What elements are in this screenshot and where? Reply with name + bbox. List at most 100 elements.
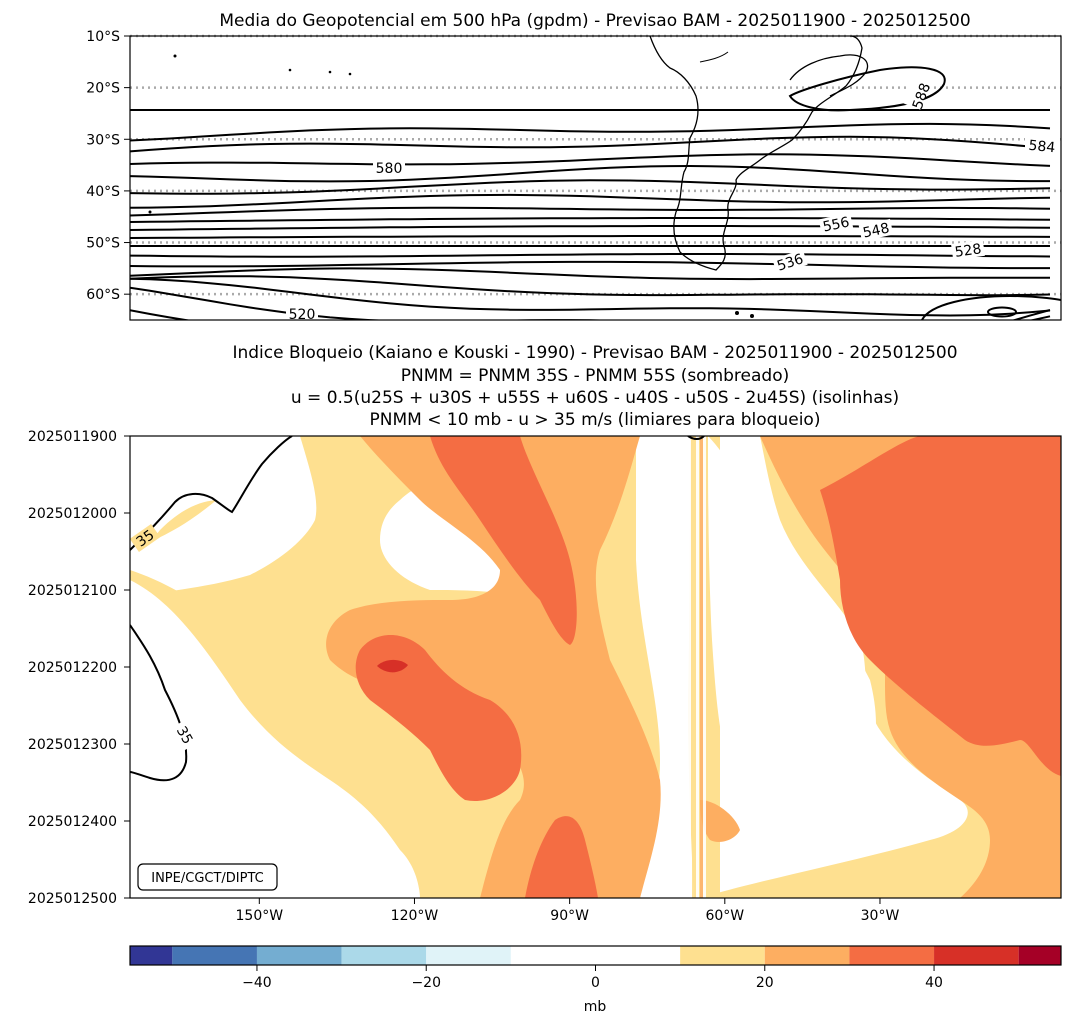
shade-30-40	[355, 635, 522, 801]
hovmoller-title-line: u = 0.5(u25S + u30S + u55S + u60S - u40S…	[291, 388, 899, 408]
geopotential-contours	[130, 109, 1051, 320]
striation	[696, 436, 699, 898]
hovmoller-title: Indice Bloqueio (Kaiano e Kouski - 1990)…	[232, 343, 957, 430]
geopotential-contour	[130, 275, 1051, 297]
hovmoller-y-tick-label: 2025012100	[28, 583, 117, 599]
map-y-tick-label: 40°S	[86, 184, 120, 200]
map-frame	[129, 35, 1062, 321]
island	[173, 54, 177, 58]
striation-band	[688, 436, 706, 898]
colorbar-segment	[1018, 946, 1061, 965]
hovmoller-y-tick-label: 2025012400	[28, 814, 117, 830]
shade-20-30	[326, 436, 661, 898]
hovmoller-y-tick-label: 2025012500	[28, 891, 117, 907]
credit-box	[137, 863, 278, 891]
island	[735, 311, 739, 315]
hovmoller-x-axis: 150°W 120°W 90°W 60°W 30°W	[236, 898, 900, 924]
hovmoller-x-tick-label: 30°W	[861, 908, 900, 924]
colorbar-segment	[172, 946, 257, 965]
hovmoller-y-tick-label: 2025012000	[28, 506, 117, 522]
geopotential-contour	[130, 206, 1051, 217]
map-y-tick-label: 60°S	[86, 287, 120, 303]
contour-label: 520	[289, 307, 316, 323]
map-y-axis: 10°S 20°S 30°S 40°S 50°S 60°S	[86, 29, 130, 303]
hovmoller-title-line: PNMM < 10 mb - u > 35 m/s (limiares para…	[370, 410, 821, 430]
hovmoller-x-tick-label: 120°W	[391, 908, 439, 924]
contour-low-2	[987, 306, 1017, 318]
white-area	[130, 580, 420, 898]
river-line	[699, 51, 729, 63]
isoline-35-top	[687, 436, 705, 440]
island	[288, 68, 292, 72]
striation	[688, 436, 691, 898]
map-y-tick-label: 50°S	[86, 236, 120, 252]
geopotential-contour	[130, 260, 1050, 270]
colorbar-tick-label: 20	[756, 975, 774, 991]
white-area	[708, 436, 876, 798]
hovmoller-y-tick-label: 2025012300	[28, 737, 117, 753]
map-title: Media do Geopotencial em 500 hPa (gpdm) …	[219, 11, 970, 31]
geopotential-contour	[130, 217, 1051, 223]
shade-30-40	[430, 436, 577, 645]
colorbar-label: mb	[584, 999, 607, 1015]
geopotential-contour	[130, 153, 1051, 167]
south-america-coastline	[649, 36, 863, 271]
island	[348, 72, 352, 76]
shade-20-30	[700, 800, 740, 842]
white-area	[130, 436, 290, 565]
colorbar-segment	[426, 946, 511, 965]
geopotential-contour	[130, 235, 1051, 239]
colorbar-tick-label: −20	[411, 975, 441, 991]
colorbar-segment	[510, 946, 681, 965]
hovmoller-y-tick-label: 2025012200	[28, 660, 117, 676]
striation	[703, 436, 706, 898]
colorbar-segment	[764, 946, 850, 965]
isoline-35	[130, 436, 293, 551]
hovmoller-y-tick-label: 2025011900	[28, 429, 117, 445]
hovmoller-y-axis: 2025011900 2025012000 2025012100 2025012200…	[28, 429, 130, 907]
isoline-35	[130, 624, 188, 782]
geopotential-contour	[130, 286, 1051, 320]
colorbar-segment	[934, 946, 1019, 965]
contour-low-1	[921, 294, 1061, 320]
map-y-tick-label: 30°S	[86, 132, 120, 148]
contour-label: 536	[775, 251, 805, 275]
hovmoller-x-tick-label: 150°W	[236, 908, 284, 924]
geopotential-contour	[130, 225, 1051, 231]
colorbar-segment	[849, 946, 935, 965]
striation	[700, 436, 703, 898]
isoline-label: 35	[173, 724, 196, 747]
colorbar-tick-label: 0	[591, 975, 600, 991]
hovmoller-x-tick-label: 90°W	[550, 908, 589, 924]
map-y-tick-label: 10°S	[86, 29, 120, 45]
contour-label: 584	[1028, 138, 1056, 157]
colorbar-segment	[680, 946, 765, 965]
map-plot-area	[130, 36, 1061, 320]
hovmoller-plot-area	[130, 436, 1061, 898]
contour-label: 556	[821, 214, 851, 235]
brazil-bulge	[789, 54, 869, 97]
geopotential-contour	[130, 253, 1051, 258]
contour-closed-588	[788, 66, 946, 112]
geopotential-contour	[130, 267, 1050, 281]
shade-30-40	[820, 436, 1061, 776]
colorbar-segment	[341, 946, 427, 965]
geopotential-contour	[130, 122, 1051, 142]
shade-30-40	[525, 816, 598, 898]
island	[148, 210, 152, 214]
hovmoller-title-line: Indice Bloqueio (Kaiano e Kouski - 1990)…	[232, 343, 957, 363]
island	[328, 70, 332, 74]
striation	[692, 436, 695, 898]
hovmoller-x-tick-label: 60°W	[705, 908, 744, 924]
geopotential-contour	[130, 179, 1051, 195]
contour-label: 548	[861, 220, 890, 241]
shade-40-50	[377, 659, 408, 673]
island	[750, 314, 754, 318]
white-area	[636, 436, 694, 898]
map-y-tick-label: 20°S	[86, 81, 120, 97]
geopotential-contour	[130, 193, 1051, 209]
colorbar-tick-label: −40	[242, 975, 272, 991]
credit-text: INPE/CGCT/DIPTC	[151, 871, 263, 886]
contour-label: 528	[954, 241, 983, 261]
